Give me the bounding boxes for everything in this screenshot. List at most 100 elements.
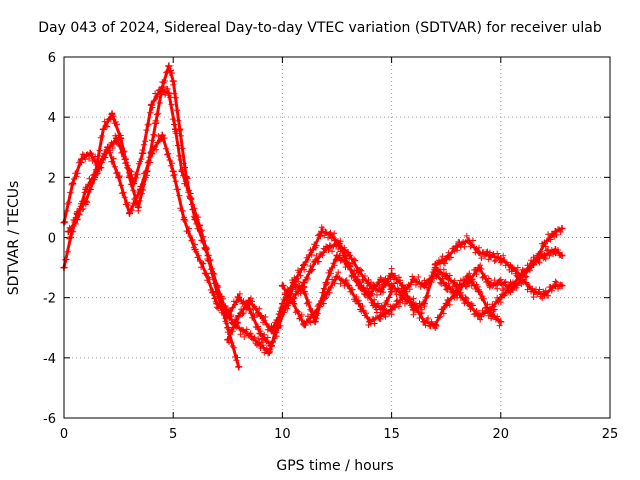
data-point xyxy=(246,306,254,314)
data-point xyxy=(475,288,483,296)
data-point xyxy=(497,294,505,302)
x-tick-label: 10 xyxy=(274,427,291,442)
data-point xyxy=(134,203,142,211)
data-point xyxy=(77,155,85,163)
data-point xyxy=(195,221,203,229)
data-point xyxy=(442,282,450,290)
data-point xyxy=(86,149,94,157)
data-point xyxy=(420,282,428,290)
data-point xyxy=(248,333,256,341)
grid-lines xyxy=(64,57,610,418)
data-point xyxy=(366,291,374,299)
x-tick-label: 20 xyxy=(493,427,510,442)
data-point xyxy=(169,77,177,85)
data-point xyxy=(69,179,77,187)
data-point xyxy=(187,194,195,202)
data-point xyxy=(333,273,341,281)
data-point xyxy=(333,252,341,260)
data-point xyxy=(322,279,330,287)
data-point xyxy=(156,86,164,94)
data-point xyxy=(486,282,494,290)
data-point xyxy=(551,246,559,254)
data-point xyxy=(530,288,538,296)
data-point xyxy=(442,273,450,281)
data-point xyxy=(126,209,134,217)
series-track-5 xyxy=(278,246,566,332)
data-point xyxy=(475,312,483,320)
data-point xyxy=(464,237,472,245)
data-point xyxy=(93,167,101,175)
data-point xyxy=(309,246,317,254)
data-point xyxy=(409,276,417,284)
chart-title: Day 043 of 2024, Sidereal Day-to-day VTE… xyxy=(38,20,602,36)
y-tick-label: 2 xyxy=(48,171,56,186)
data-point xyxy=(278,282,286,290)
data-point xyxy=(366,282,374,290)
data-point xyxy=(442,300,450,308)
data-point xyxy=(239,327,247,335)
data-point xyxy=(246,297,254,305)
data-point xyxy=(377,276,385,284)
data-point xyxy=(344,249,352,257)
y-tick-label: 6 xyxy=(48,51,56,66)
data-point xyxy=(370,300,378,308)
data-point xyxy=(486,306,494,314)
data-point xyxy=(108,110,116,118)
data-point xyxy=(311,309,319,317)
data-point xyxy=(235,312,243,320)
data-point xyxy=(475,264,483,272)
data-point xyxy=(486,252,494,260)
data-point xyxy=(300,261,308,269)
data-point xyxy=(475,249,483,257)
x-tick-label: 15 xyxy=(383,427,400,442)
data-point xyxy=(213,282,221,290)
data-series xyxy=(60,62,566,371)
data-point xyxy=(171,125,179,133)
data-point xyxy=(112,134,120,142)
data-point xyxy=(355,282,363,290)
data-point xyxy=(64,227,72,235)
data-point xyxy=(344,282,352,290)
data-point xyxy=(267,342,275,350)
x-axis-label: GPS time / hours xyxy=(276,458,393,474)
data-point xyxy=(165,62,173,70)
data-point xyxy=(152,119,160,127)
x-tick-label: 5 xyxy=(169,427,177,442)
data-point xyxy=(558,252,566,260)
data-point xyxy=(420,300,428,308)
data-point xyxy=(464,300,472,308)
y-axis-label: SDTVAR / TECUs xyxy=(6,181,22,296)
data-point xyxy=(558,282,566,290)
data-point xyxy=(180,215,188,223)
data-point xyxy=(257,312,265,320)
data-point xyxy=(344,261,352,269)
data-point xyxy=(497,279,505,287)
data-point xyxy=(530,261,538,269)
data-point xyxy=(551,227,559,235)
data-point xyxy=(235,363,243,371)
data-point xyxy=(257,342,265,350)
data-point xyxy=(540,240,548,248)
data-point xyxy=(267,327,275,335)
data-point xyxy=(431,321,439,329)
data-point xyxy=(202,270,210,278)
data-point xyxy=(99,125,107,133)
data-point xyxy=(399,282,407,290)
data-point xyxy=(377,288,385,296)
data-point xyxy=(191,246,199,254)
data-point xyxy=(311,258,319,266)
y-tick-label: 0 xyxy=(48,232,56,247)
data-point xyxy=(169,167,177,175)
data-point xyxy=(311,318,319,326)
data-point xyxy=(399,294,407,302)
x-tick-label: 25 xyxy=(602,427,619,442)
data-point xyxy=(224,324,232,332)
data-point xyxy=(178,167,186,175)
data-point xyxy=(213,300,221,308)
data-point xyxy=(409,300,417,308)
data-point xyxy=(300,321,308,329)
data-point xyxy=(300,279,308,287)
data-point xyxy=(147,149,155,157)
data-point xyxy=(366,318,374,326)
